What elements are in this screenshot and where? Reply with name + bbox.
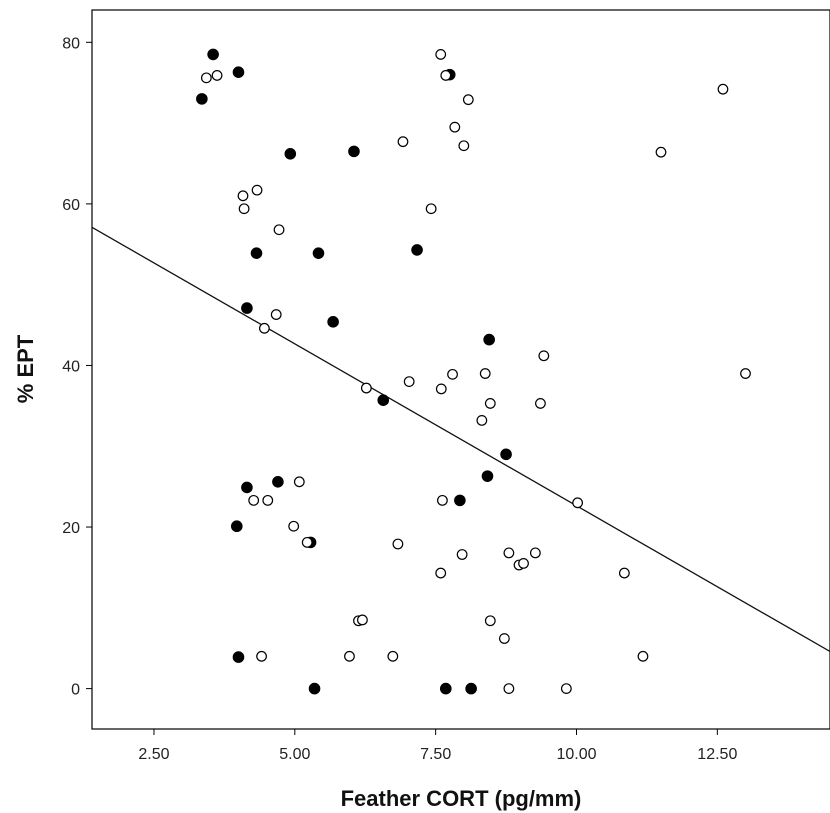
filled-point bbox=[411, 244, 423, 256]
open-point bbox=[200, 72, 212, 84]
open-point bbox=[447, 368, 458, 380]
filled-point bbox=[500, 448, 512, 461]
filled-point bbox=[241, 302, 253, 314]
open-point bbox=[637, 650, 649, 662]
open-point bbox=[397, 136, 409, 148]
open-point bbox=[251, 184, 263, 196]
filled-point bbox=[327, 316, 339, 328]
open-point bbox=[435, 567, 447, 579]
y-tick-label: 80 bbox=[62, 35, 80, 52]
open-point bbox=[484, 398, 496, 409]
open-point bbox=[344, 650, 355, 662]
open-point bbox=[273, 224, 285, 236]
open-point bbox=[503, 683, 515, 695]
open-point bbox=[717, 83, 729, 95]
filled-point bbox=[348, 145, 360, 158]
filled-point bbox=[196, 93, 208, 105]
open-point bbox=[435, 383, 447, 395]
open-point bbox=[435, 49, 447, 60]
y-axis-title: % EPT bbox=[13, 334, 38, 403]
open-point bbox=[529, 547, 541, 559]
open-point bbox=[237, 190, 249, 202]
open-point bbox=[479, 368, 491, 379]
open-point bbox=[572, 497, 584, 509]
filled-point bbox=[232, 66, 245, 79]
plot-frame bbox=[91, 9, 830, 730]
open-point bbox=[248, 494, 260, 506]
open-point bbox=[270, 309, 282, 320]
filled-point bbox=[250, 247, 263, 259]
open-point bbox=[456, 549, 468, 560]
open-point bbox=[256, 650, 267, 662]
open-point bbox=[535, 398, 546, 409]
filled-point bbox=[232, 651, 245, 663]
open-point bbox=[238, 203, 250, 215]
open-point bbox=[560, 683, 572, 695]
filled-point bbox=[308, 682, 321, 695]
open-point bbox=[498, 633, 510, 644]
filled-point bbox=[272, 475, 284, 488]
open-point bbox=[258, 322, 270, 334]
open-point bbox=[392, 538, 404, 550]
open-point bbox=[293, 476, 305, 488]
open-point bbox=[655, 146, 667, 158]
open-point bbox=[538, 350, 550, 362]
open-point bbox=[262, 494, 274, 506]
filled-point bbox=[207, 48, 219, 61]
open-point bbox=[484, 615, 496, 627]
open-point bbox=[476, 414, 488, 426]
y-tick-label: 40 bbox=[62, 358, 80, 375]
open-point bbox=[360, 382, 372, 394]
data-points bbox=[196, 48, 751, 695]
open-point bbox=[301, 536, 313, 548]
y-axis: 0 20 40 60 80 bbox=[62, 35, 92, 699]
x-tick-label: 2.50 bbox=[138, 746, 169, 763]
open-point bbox=[440, 70, 452, 81]
open-point bbox=[740, 368, 751, 379]
filled-point bbox=[483, 333, 495, 346]
filled-point bbox=[230, 520, 243, 533]
y-tick-label: 20 bbox=[62, 520, 80, 537]
open-point bbox=[387, 650, 399, 662]
open-point bbox=[403, 376, 415, 388]
y-tick-label: 0 bbox=[71, 682, 80, 699]
filled-point bbox=[284, 148, 297, 160]
open-point bbox=[437, 494, 448, 506]
filled-point bbox=[454, 494, 466, 507]
filled-point bbox=[465, 682, 477, 695]
filled-point bbox=[481, 470, 494, 482]
open-point bbox=[518, 557, 529, 569]
x-axis-title: Feather CORT (pg/mm) bbox=[341, 786, 582, 811]
open-point bbox=[357, 614, 368, 626]
fit-line bbox=[91, 226, 830, 653]
x-tick-label: 5.00 bbox=[279, 746, 310, 763]
filled-point bbox=[377, 394, 390, 406]
open-point bbox=[458, 140, 470, 152]
x-tick-label: 12.50 bbox=[697, 746, 737, 763]
filled-point bbox=[312, 247, 325, 259]
open-point bbox=[288, 520, 300, 532]
filled-point bbox=[439, 682, 452, 695]
open-point bbox=[449, 121, 461, 133]
x-tick-label: 10.00 bbox=[556, 746, 596, 763]
open-point bbox=[503, 547, 515, 559]
open-point bbox=[211, 70, 223, 81]
open-point bbox=[618, 567, 630, 579]
x-axis: 2.50 5.00 7.50 10.00 12.50 bbox=[138, 729, 737, 763]
y-tick-label: 60 bbox=[62, 197, 80, 214]
filled-point bbox=[241, 481, 253, 494]
regression-line bbox=[91, 226, 830, 653]
open-point bbox=[462, 94, 474, 106]
open-point bbox=[425, 203, 437, 215]
x-tick-label: 7.50 bbox=[420, 746, 451, 763]
